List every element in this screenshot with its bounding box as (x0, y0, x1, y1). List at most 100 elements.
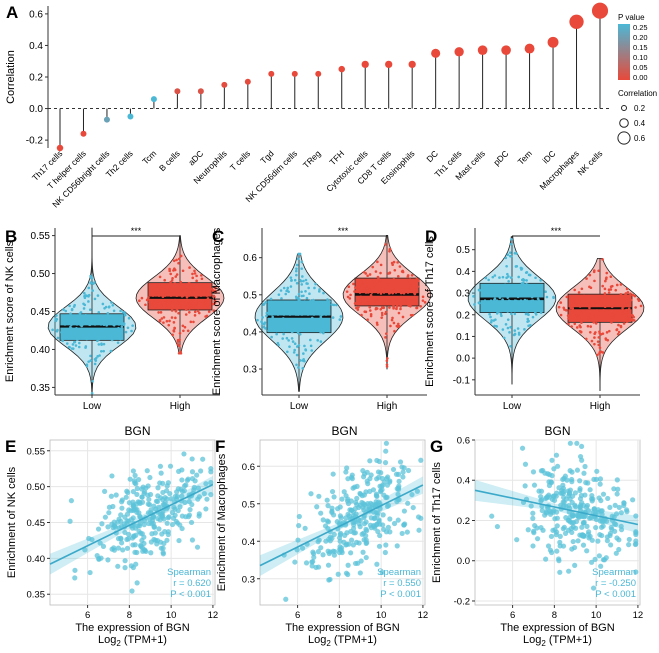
scatter-point (593, 476, 600, 483)
jitter-point (183, 325, 187, 329)
jitter-point (617, 323, 620, 327)
jitter-point (65, 334, 68, 338)
jitter-point (395, 304, 399, 308)
jitter-point (500, 314, 503, 318)
bcd-y-tick-label: 0.1 (456, 332, 470, 343)
jitter-point (519, 301, 523, 304)
a-y-tick-label: 0.0 (29, 104, 43, 115)
scatter-point (169, 521, 176, 528)
jitter-point (477, 288, 481, 292)
scatter-point (119, 540, 125, 546)
jitter-point (55, 314, 58, 317)
scatter-point (342, 532, 348, 538)
scatter-point (554, 548, 560, 554)
scatter-point (189, 537, 196, 543)
jitter-point (78, 312, 82, 315)
jitter-point (376, 260, 379, 264)
scatter-point (550, 509, 556, 515)
scatter-point (129, 588, 135, 594)
jitter-point (516, 327, 520, 330)
scatter-point (181, 451, 187, 457)
jitter-point (89, 275, 93, 279)
jitter-point (607, 288, 611, 292)
scatter-point (626, 542, 632, 548)
jitter-point (195, 302, 198, 305)
bcd-y-tick-label: 0.45 (31, 307, 51, 318)
scatter-point (377, 532, 383, 539)
a-legend-p-tick: 0.15 (633, 43, 648, 52)
scatter-point (141, 490, 147, 497)
jitter-point (615, 283, 619, 287)
scatter-point (122, 558, 128, 564)
jitter-point (272, 328, 275, 332)
scatter-point (598, 524, 605, 530)
panel-label-c: C (212, 227, 224, 246)
jitter-point (313, 286, 316, 290)
jitter-point (501, 328, 505, 331)
scatter-point (200, 456, 206, 462)
jitter-point (300, 283, 304, 286)
scatter-point (621, 500, 627, 506)
scatter-point (371, 523, 377, 530)
x-axis-title-2: Log2 (TPM+1) (98, 634, 167, 648)
jitter-point (582, 294, 586, 297)
scatter-point (589, 537, 595, 543)
jitter-point (385, 359, 389, 363)
scatter-point (111, 547, 118, 553)
jitter-point (623, 310, 627, 314)
jitter-point (410, 298, 414, 301)
jitter-point (584, 337, 588, 341)
jitter-point (513, 312, 517, 316)
x-tick-label: 8 (552, 610, 557, 621)
jitter-point (93, 297, 97, 301)
y-tick-label: 0.6 (457, 436, 470, 447)
scatter-point (494, 523, 501, 530)
jitter-point (498, 296, 502, 299)
jitter-point (487, 290, 491, 293)
jitter-point (119, 337, 122, 341)
stats-label: P < 0.001 (170, 589, 211, 600)
scatter-point (633, 569, 639, 575)
jitter-point (391, 289, 395, 292)
jitter-point (106, 311, 110, 315)
scatter-point (331, 531, 337, 538)
jitter-point (508, 308, 511, 311)
jitter-point (569, 306, 573, 310)
jitter-point (384, 310, 388, 314)
scatter-point (315, 549, 322, 555)
jitter-point (294, 269, 298, 273)
stats-label: Spearman (592, 567, 636, 578)
jitter-point (270, 335, 273, 339)
scatter-point (577, 478, 583, 484)
jitter-point (587, 313, 591, 317)
jitter-point (93, 362, 97, 366)
jitter-point (109, 349, 113, 353)
jitter-point (88, 333, 92, 336)
x-axis-title: The expression of BGN (75, 622, 189, 634)
jitter-point (624, 292, 627, 296)
jitter-point (509, 242, 513, 246)
jitter-point (79, 323, 82, 327)
jitter-point (70, 331, 74, 334)
jitter-point (98, 354, 101, 357)
jitter-point (484, 276, 488, 280)
jitter-point (379, 278, 382, 282)
significance-label: *** (131, 226, 142, 236)
scatter-point (376, 474, 382, 481)
jitter-point (390, 318, 394, 322)
jitter-point (174, 306, 178, 310)
scatter-point (361, 521, 368, 527)
jitter-point (102, 342, 106, 346)
jitter-point (269, 297, 273, 301)
a-dot (385, 60, 393, 69)
a-y-tick-label: 0.4 (29, 41, 43, 52)
jitter-point (295, 363, 298, 367)
jitter-point (405, 280, 409, 284)
jitter-point (325, 324, 328, 328)
scatter-point (384, 476, 390, 482)
jitter-point (339, 315, 343, 318)
jitter-point (211, 302, 215, 306)
scatter-point (618, 527, 625, 533)
jitter-point (388, 248, 392, 251)
scatter-point (410, 504, 416, 511)
